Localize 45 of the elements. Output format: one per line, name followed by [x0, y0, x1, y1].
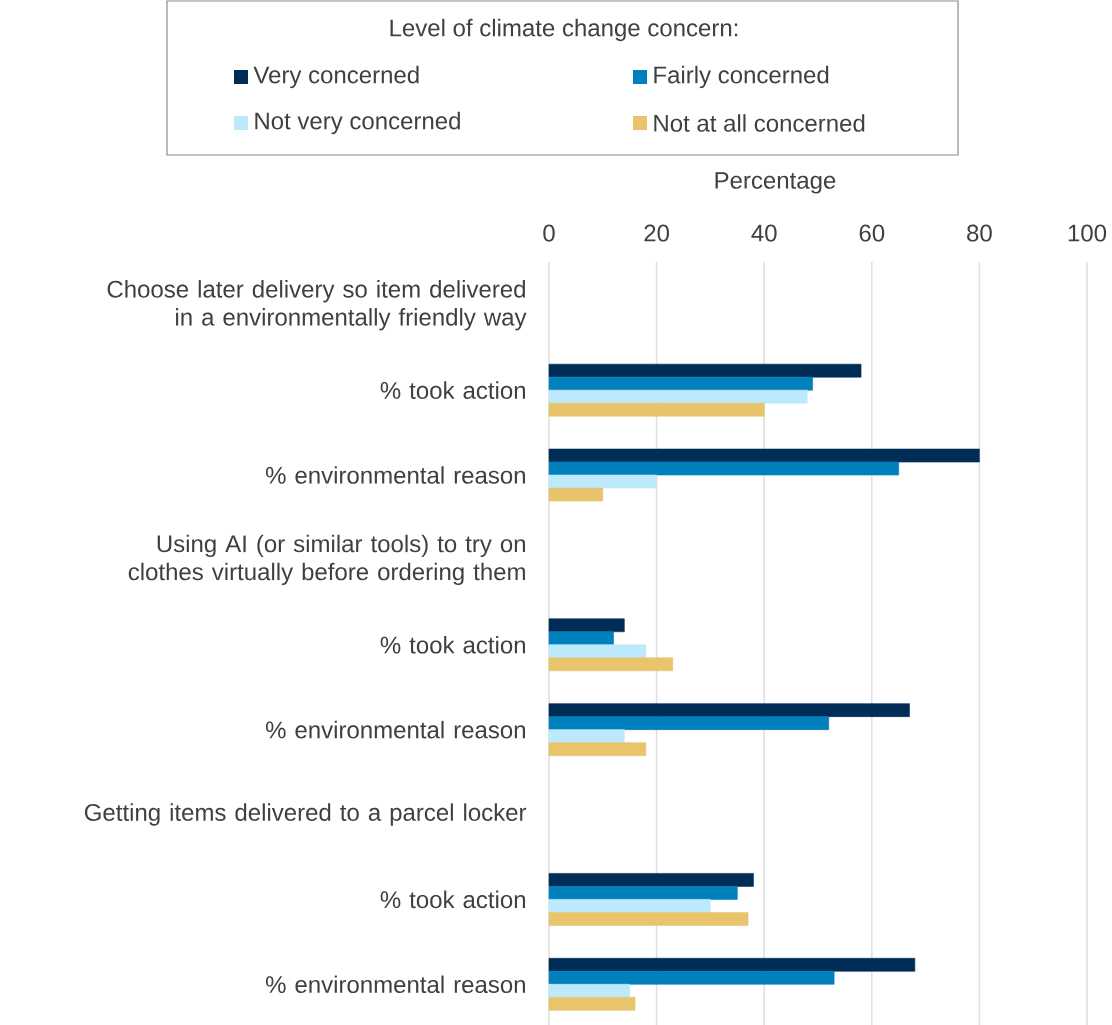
- bar: [548, 703, 910, 717]
- bar: [548, 729, 625, 743]
- bar: [548, 983, 631, 998]
- legend-label: Not very concerned: [255, 111, 460, 135]
- bar: [548, 363, 862, 378]
- y-tick-label: % took action: [380, 635, 526, 654]
- y-tick-label: % environmental reason: [265, 975, 525, 994]
- bar: [548, 970, 835, 985]
- legend-title: Level of climate change concern:: [390, 18, 738, 42]
- y-tick-label: Using AI (or similar tools) to try on clothes virtually before ordering them: [128, 534, 525, 586]
- bar: [548, 461, 899, 476]
- bar: [548, 487, 604, 502]
- x-tick-label: 40: [751, 224, 777, 242]
- bar: [548, 389, 808, 404]
- y-tick-label: % took action: [380, 890, 526, 909]
- bar: [548, 402, 765, 417]
- bar: [548, 957, 916, 972]
- bar: [548, 631, 614, 646]
- bar: [548, 618, 625, 633]
- bar: [548, 716, 830, 730]
- legend-label: Not at all concerned: [654, 114, 865, 132]
- bar: [548, 448, 980, 463]
- bar: [548, 657, 674, 672]
- x-tick-label: 80: [967, 224, 992, 242]
- bar: [548, 899, 711, 913]
- bar: [548, 996, 636, 1011]
- legend-label: Very concerned: [253, 65, 419, 89]
- x-tick-label: 0: [543, 224, 555, 242]
- y-tick-label: % environmental reason: [265, 466, 525, 484]
- legend-label: Fairly concerned: [654, 65, 829, 89]
- x-axis-title: Percentage: [715, 172, 836, 194]
- bar: [548, 873, 754, 887]
- x-tick-label: 60: [859, 224, 885, 242]
- bar: [548, 474, 657, 489]
- y-tick-label: Getting items delivered to a parcel locker: [84, 803, 527, 826]
- bar: [548, 376, 813, 391]
- y-tick-label: % environmental reason: [265, 720, 525, 739]
- bar: [548, 886, 738, 900]
- y-tick-label: Choose later delivery so item delivered in a environmentally friendly way: [107, 280, 527, 331]
- x-tick-label: 20: [644, 224, 670, 242]
- bar: [548, 644, 647, 659]
- y-tick-label: % took action: [380, 381, 526, 399]
- bar: [548, 912, 749, 926]
- bar: [548, 742, 647, 756]
- x-tick-label: 100: [1068, 224, 1107, 242]
